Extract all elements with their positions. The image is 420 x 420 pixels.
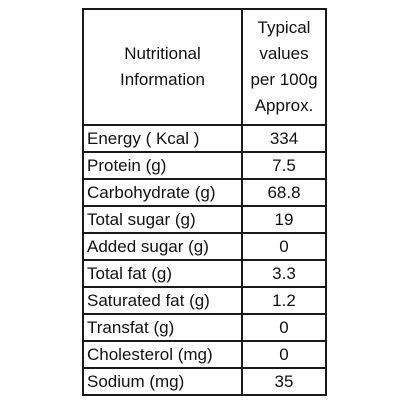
table-header-row: Nutritional Information Typical values p…	[82, 8, 327, 126]
nutrient-name: Energy ( Kcal )	[82, 124, 243, 153]
nutrient-value: 68.8	[241, 178, 327, 207]
nutrient-value: 0	[241, 313, 327, 342]
header-line: Typical	[257, 18, 311, 37]
nutrient-value: 7.5	[241, 151, 327, 180]
table-row: Cholesterol (mg) 0	[82, 340, 327, 369]
nutrient-value: 1.2	[241, 286, 327, 315]
nutrient-name: Added sugar (g)	[82, 232, 243, 261]
header-line: values	[259, 44, 309, 63]
nutrient-value: 35	[241, 367, 327, 396]
header-line: Approx.	[254, 96, 314, 115]
table-row: Energy ( Kcal ) 334	[82, 124, 327, 153]
nutrient-value: 0	[241, 340, 327, 369]
nutritional-information-header: Nutritional Information	[82, 8, 243, 126]
nutrient-name: Total fat (g)	[82, 259, 243, 288]
nutrition-table: Nutritional Information Typical values p…	[82, 8, 327, 396]
nutrient-name: Saturated fat (g)	[82, 286, 243, 315]
nutrient-name: Cholesterol (mg)	[82, 340, 243, 369]
table-row: Total sugar (g) 19	[82, 205, 327, 234]
nutrient-name: Sodium (mg)	[82, 367, 243, 396]
nutrient-value: 334	[241, 124, 327, 153]
nutrient-name: Protein (g)	[82, 151, 243, 180]
nutrient-name: Total sugar (g)	[82, 205, 243, 234]
nutrient-value: 0	[241, 232, 327, 261]
nutrient-name: Transfat (g)	[82, 313, 243, 342]
nutrient-value: 3.3	[241, 259, 327, 288]
table-row: Added sugar (g) 0	[82, 232, 327, 261]
table-row: Carbohydrate (g) 68.8	[82, 178, 327, 207]
header-line: Nutritional	[124, 44, 201, 63]
header-line: per 100g	[250, 70, 318, 89]
table-row: Saturated fat (g) 1.2	[82, 286, 327, 315]
header-line: Information	[119, 70, 206, 89]
table-row: Sodium (mg) 35	[82, 367, 327, 396]
nutrient-value: 19	[241, 205, 327, 234]
table-row: Total fat (g) 3.3	[82, 259, 327, 288]
nutrient-name: Carbohydrate (g)	[82, 178, 243, 207]
typical-values-header: Typical values per 100g Approx.	[241, 8, 327, 126]
table-row: Transfat (g) 0	[82, 313, 327, 342]
table-row: Protein (g) 7.5	[82, 151, 327, 180]
